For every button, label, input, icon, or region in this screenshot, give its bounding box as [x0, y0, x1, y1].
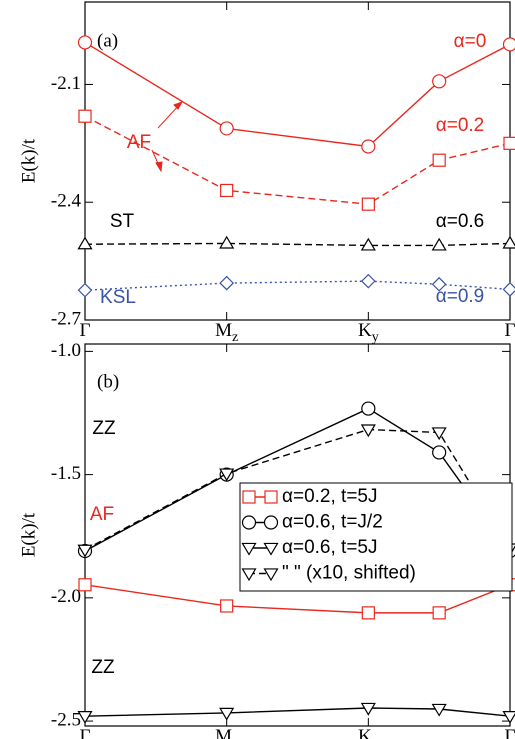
legend-label: α=0.2, t=5J	[282, 486, 378, 507]
marker	[219, 468, 235, 482]
marker	[263, 542, 279, 556]
legend: α=0.2, t=5J α=0.6, t=J/2 α=0.6, t=5J " " (x…	[239, 482, 513, 592]
marker	[431, 703, 447, 717]
legend-box	[239, 482, 513, 592]
x-tick-label-main: K	[358, 726, 372, 739]
marker	[360, 273, 376, 289]
marker	[432, 74, 447, 89]
y-axis-label: E(k)/t	[18, 138, 39, 183]
y-tick-label: -2.1	[51, 73, 81, 94]
marker	[264, 490, 278, 504]
y-tick-label: -1.0	[51, 340, 81, 361]
x-tick-label-main: Γ	[505, 726, 515, 739]
marker	[361, 606, 375, 620]
marker	[241, 515, 257, 530]
marker	[502, 710, 515, 724]
marker	[502, 235, 515, 249]
marker	[241, 568, 257, 582]
x-tick-label-main: M	[215, 320, 232, 341]
annotation: ST	[110, 211, 135, 232]
series-line	[84, 242, 511, 247]
y-tick-label: -2.5	[51, 709, 81, 730]
marker	[432, 153, 446, 167]
x-tick-label: Ky	[358, 726, 379, 739]
legend-label: α=0.6, t=5J	[282, 537, 378, 558]
marker	[361, 197, 375, 211]
marker	[219, 121, 234, 136]
x-tick-label-sub: z	[232, 736, 238, 739]
series-label: α=0.9	[436, 286, 485, 307]
x-tick-label-main: M	[215, 726, 232, 739]
x-tick-label: Γ	[80, 726, 91, 739]
series-label: α=0.6	[436, 211, 485, 232]
series-label: α=0.2	[436, 115, 485, 136]
plot-frame	[84, 1, 511, 321]
panel-label: (b)	[97, 371, 119, 392]
marker	[219, 235, 235, 249]
marker	[219, 275, 235, 291]
marker	[77, 35, 93, 50]
marker	[360, 702, 376, 716]
marker	[431, 427, 447, 441]
marker	[77, 236, 93, 250]
x-tick-label-sub: z	[232, 330, 238, 345]
x-tick-label: Ky	[358, 320, 379, 345]
marker	[78, 109, 92, 123]
y-tick-label: -2.7	[51, 308, 81, 329]
annotation: AF	[127, 132, 151, 153]
y-tick-label: -2.0	[51, 586, 81, 607]
x-tick-label: Mz	[215, 726, 238, 739]
marker	[502, 282, 515, 297]
x-tick-label-sub: y	[372, 330, 379, 345]
marker	[263, 568, 279, 582]
marker	[263, 515, 279, 530]
marker	[431, 276, 447, 292]
arrow-head	[155, 161, 163, 173]
x-tick-label-main: Γ	[80, 726, 91, 739]
marker	[78, 578, 92, 592]
x-tick-label: Γ	[505, 726, 515, 739]
marker	[220, 599, 234, 613]
panel-label: (a)	[97, 30, 118, 51]
marker	[361, 139, 376, 154]
marker	[219, 707, 235, 721]
x-tick-label: Mz	[215, 320, 238, 345]
x-tick-label-main: Γ	[505, 320, 515, 341]
annotation: ZZ	[91, 657, 115, 678]
marker	[220, 183, 234, 198]
marker	[432, 606, 446, 620]
annotation: AF	[90, 504, 114, 525]
af-arrows	[151, 101, 184, 173]
marker	[360, 424, 376, 438]
marker	[360, 237, 376, 251]
marker	[502, 37, 515, 52]
x-tick-label-sub: y	[372, 736, 379, 739]
series-line	[84, 707, 511, 717]
legend-label: " " (x10, shifted)	[282, 563, 416, 584]
marker	[503, 136, 515, 150]
marker	[361, 401, 376, 416]
arrow-head	[173, 101, 184, 110]
annotation: ZZ	[92, 418, 116, 439]
x-tick-label-main: Γ	[80, 320, 91, 341]
marker	[432, 445, 447, 460]
marker	[77, 282, 93, 298]
x-tick-label: Γ	[505, 320, 515, 341]
y-tick-label: -2.4	[51, 191, 82, 212]
legend-label: α=0.6, t=J/2	[282, 512, 383, 533]
marker	[242, 490, 256, 504]
marker	[77, 710, 93, 724]
series-label: α=0	[454, 31, 487, 52]
x-tick-label-main: K	[358, 320, 372, 341]
marker	[431, 237, 447, 251]
annotation: KSL	[100, 287, 136, 308]
y-axis-label: E(k)/t	[18, 512, 39, 557]
marker	[241, 542, 257, 556]
marker	[77, 544, 93, 558]
x-tick-label: Γ	[80, 320, 91, 341]
y-tick-label: -1.5	[51, 463, 81, 484]
